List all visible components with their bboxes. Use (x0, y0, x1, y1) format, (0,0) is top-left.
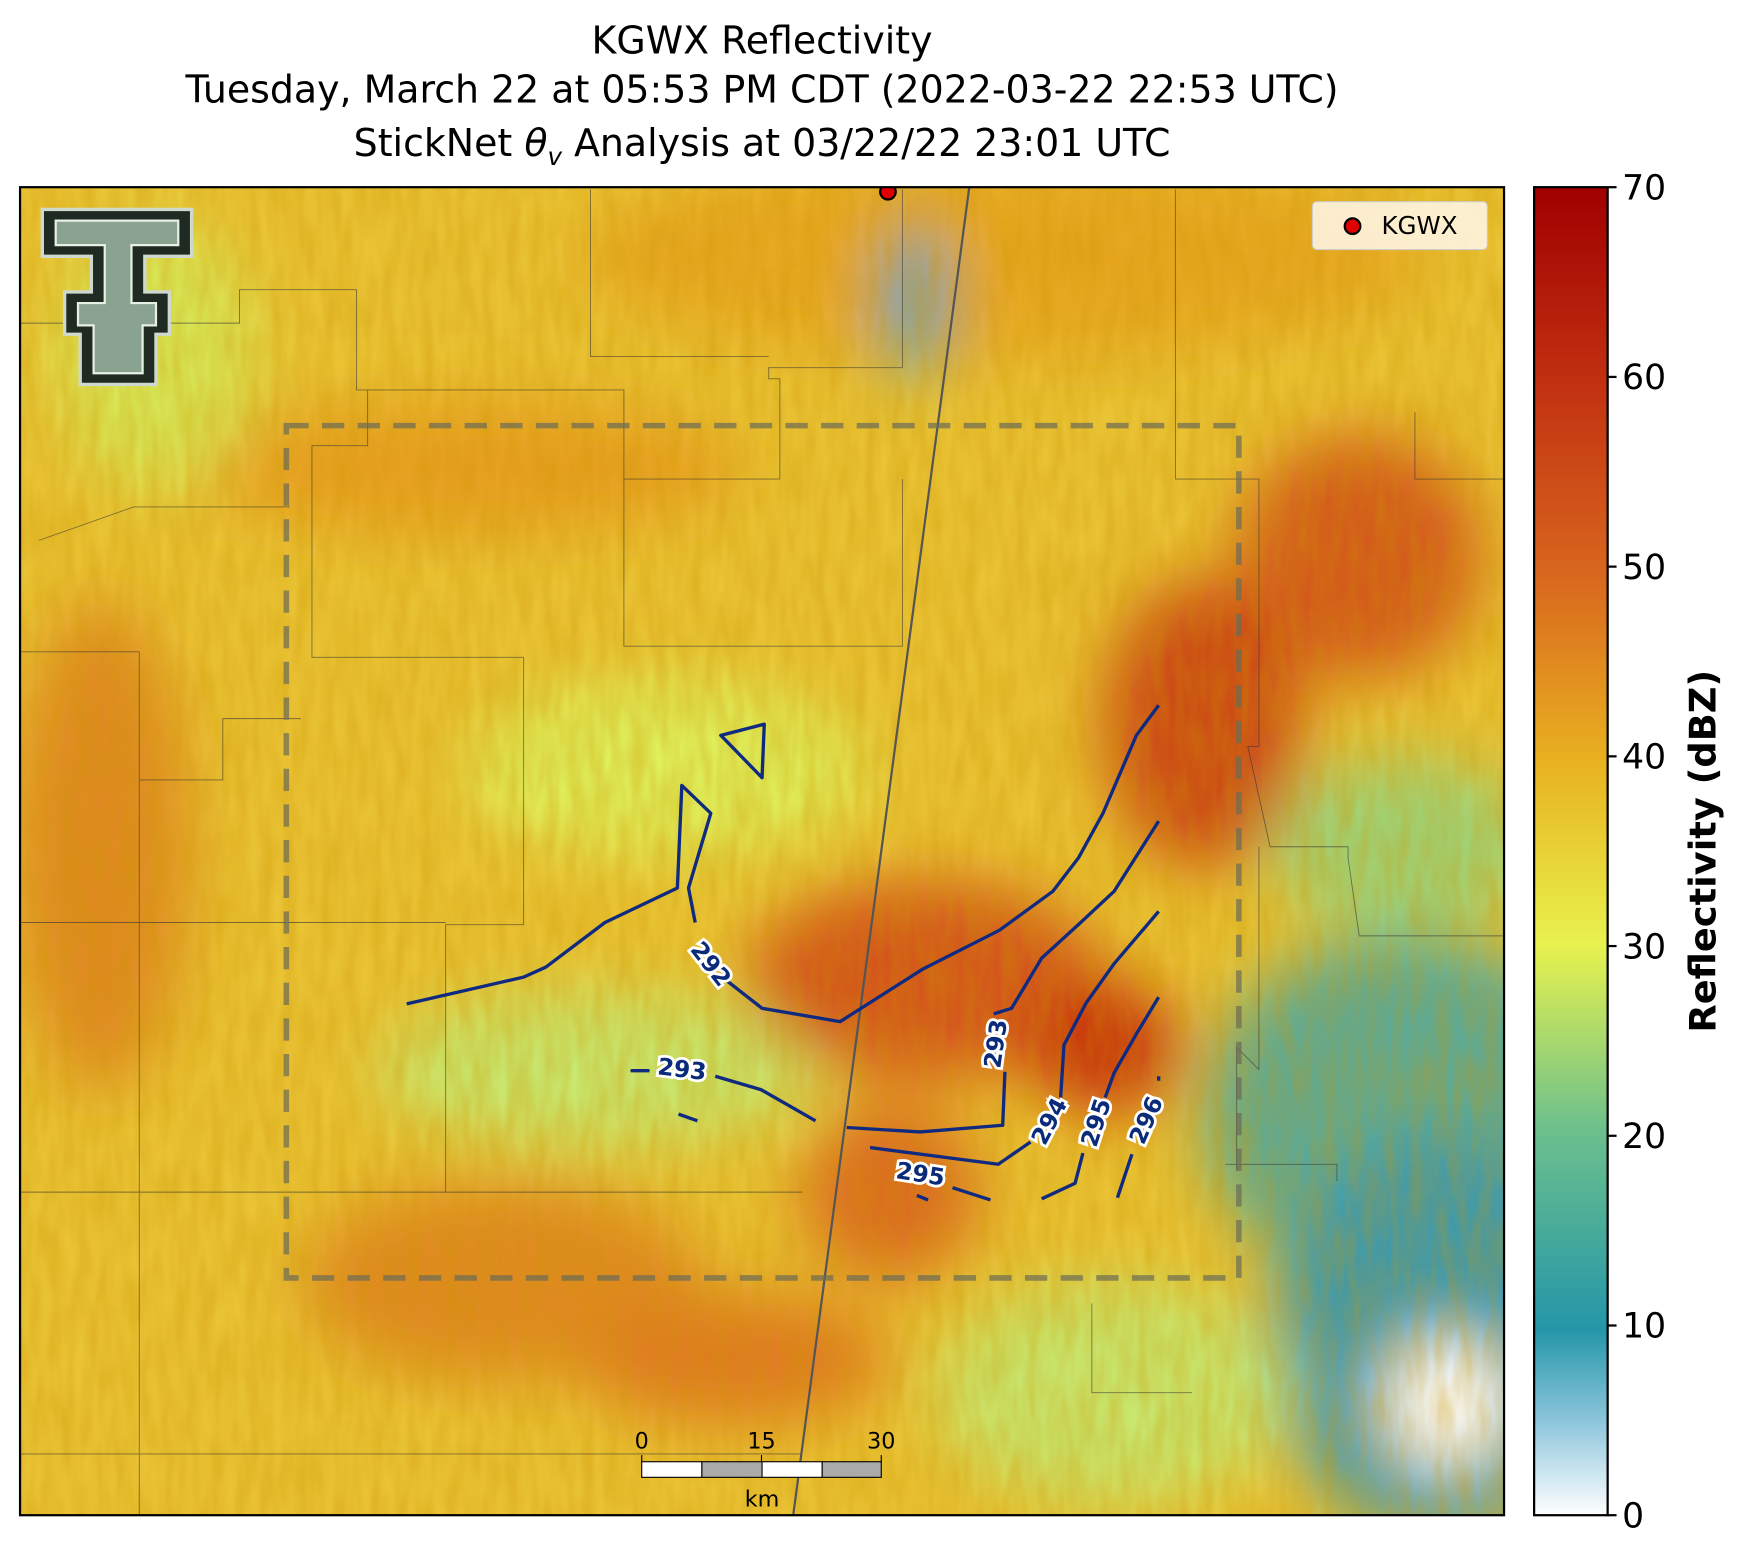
contour-line (916, 1186, 991, 1202)
contour-line (406, 704, 1161, 1024)
texture (20, 187, 1505, 1516)
logo (40, 207, 194, 387)
contour-line (1040, 996, 1161, 1201)
legend-box (1311, 201, 1488, 251)
radar-site (879, 187, 897, 201)
analysis-prefix: StickNet (354, 121, 525, 165)
scale-tick-label: 30 (867, 1428, 895, 1454)
radial-line (792, 187, 971, 1516)
legend-label: KGWX (1381, 211, 1457, 240)
colorbar-tick-label: 20 (1622, 1117, 1666, 1157)
colorbar-tick-label: 50 (1622, 548, 1666, 588)
subtitle: Tuesday, March 22 at 05:53 PM CDT (2022-… (185, 68, 1339, 112)
analysis-domain (283, 422, 1242, 1281)
contour-line (1115, 1076, 1161, 1199)
map-frame (18, 186, 1506, 1517)
legend: KGWX (1311, 201, 1488, 251)
scale-bar: km (641, 1461, 882, 1512)
analysis-title: StickNet θv Analysis at 03/22/22 23:01 U… (354, 121, 1171, 171)
contour-line (846, 820, 1161, 1134)
analysis-symbol: θ (524, 121, 547, 165)
colorbar-tick-label: 60 (1622, 358, 1666, 398)
titles: KGWX Reflectivity Tuesday, March 22 at 0… (185, 19, 1339, 171)
colorbar-tick-label: 40 (1622, 738, 1666, 778)
colorbar-tick-label: 0 (1622, 1496, 1644, 1536)
legend-marker (1343, 217, 1362, 236)
colorbar-tick-label: 30 (1622, 927, 1666, 967)
colorbar-tick-label: 10 (1622, 1307, 1666, 1347)
contour-line (719, 722, 766, 780)
title: KGWX Reflectivity (592, 19, 933, 63)
contour-line (869, 910, 1160, 1166)
county-lines (20, 189, 1505, 1516)
colorbar-label: Reflectivity (dBZ) (1682, 670, 1725, 1033)
colorbar-tick-label: 70 (1622, 168, 1666, 208)
colorbar-ramp (1533, 186, 1609, 1517)
scale-tick-label: 15 (747, 1428, 775, 1454)
colorbar: Reflectivity (dBZ) (1533, 186, 1725, 1517)
contour-line (630, 1069, 817, 1123)
scale-unit: km (745, 1486, 780, 1512)
analysis-subscript: v (547, 142, 562, 171)
radar-map: 292 293 293 294 295 295 296 km (20, 187, 1505, 1516)
scale-tick-label: 0 (635, 1428, 649, 1454)
analysis-suffix: Analysis at 03/22/22 23:01 UTC (562, 121, 1170, 165)
contour-label: 293 (656, 1052, 708, 1086)
